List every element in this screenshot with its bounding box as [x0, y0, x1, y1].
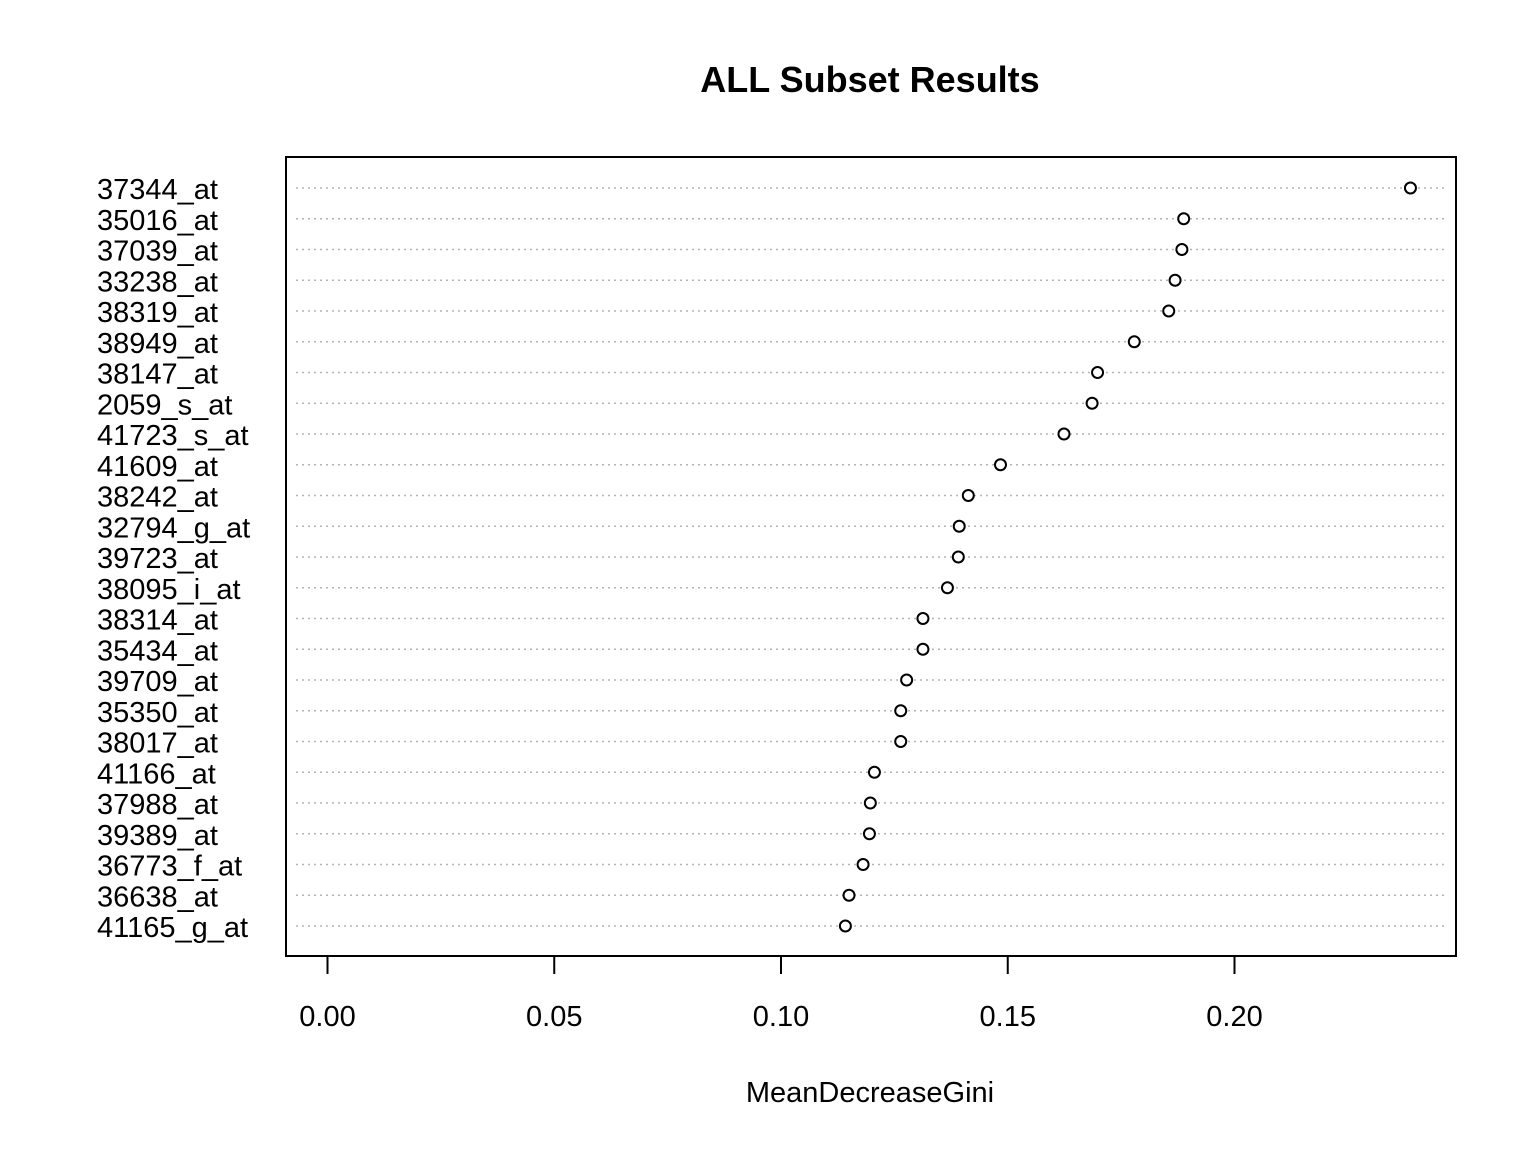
data-point: [894, 704, 908, 718]
category-label: 35350_at: [97, 697, 218, 729]
data-point: [940, 581, 954, 595]
data-point: [894, 735, 908, 748]
data-point: [1175, 243, 1189, 256]
data-point: [863, 796, 877, 810]
category-label: 37039_at: [97, 236, 218, 268]
x-tick-label: 0.15: [980, 1001, 1036, 1033]
category-label: 39709_at: [97, 666, 218, 698]
data-point: [1091, 366, 1105, 379]
category-label: 37344_at: [97, 174, 218, 206]
x-axis-label: MeanDecreaseGini: [746, 1077, 994, 1109]
x-tick-label: 0.20: [1206, 1001, 1262, 1033]
category-label: 36638_at: [97, 881, 218, 913]
category-label: 38314_at: [97, 605, 218, 637]
category-label: 38319_at: [97, 297, 218, 329]
x-tick-label: 0.00: [299, 1001, 355, 1033]
data-point: [952, 519, 966, 533]
data-point: [1403, 181, 1417, 195]
category-label: 39389_at: [97, 820, 218, 852]
category-label: 41723_s_at: [97, 420, 249, 452]
category-label: 41166_at: [97, 758, 216, 790]
category-label: 41609_at: [97, 451, 218, 483]
data-point: [842, 888, 856, 902]
data-point: [1168, 273, 1182, 287]
data-point: [1057, 427, 1071, 441]
grid-lines: [296, 187, 1446, 927]
category-label: 35016_at: [97, 205, 218, 237]
data-point: [838, 919, 852, 933]
category-label: 33238_at: [97, 266, 218, 298]
data-point: [1162, 304, 1176, 318]
category-labels: 37344_at35016_at37039_at33238_at38319_at…: [97, 174, 250, 944]
category-label: 41165_g_at: [97, 912, 248, 944]
data-points: [838, 181, 1417, 933]
x-axis: 0.00 0.05 0.10 0.15 0.20: [299, 955, 1263, 1033]
data-point: [961, 489, 975, 502]
data-point: [951, 550, 965, 564]
category-label: 2059_s_at: [97, 389, 232, 421]
category-label: 35434_at: [97, 635, 218, 667]
category-label: 38949_at: [97, 328, 218, 360]
category-label: 38147_at: [97, 359, 218, 391]
x-tick-label: 0.05: [526, 1001, 582, 1033]
x-tick-label: 0.10: [753, 1001, 809, 1033]
category-label: 39723_at: [97, 543, 218, 575]
data-point: [916, 642, 930, 656]
data-point: [1177, 212, 1191, 226]
data-point: [1127, 335, 1141, 349]
data-point: [867, 765, 881, 779]
category-label: 38095_i_at: [97, 574, 241, 606]
category-label: 38242_at: [97, 482, 218, 514]
category-label: 32794_g_at: [97, 512, 250, 544]
data-point: [1085, 396, 1099, 410]
chart-title: ALL Subset Results: [700, 59, 1039, 100]
data-point: [916, 612, 930, 625]
category-label: 37988_at: [97, 789, 218, 821]
data-point: [900, 673, 914, 687]
data-point: [993, 458, 1007, 472]
data-point: [862, 827, 876, 841]
category-label: 38017_at: [97, 728, 218, 760]
data-point: [856, 858, 870, 871]
category-label: 36773_f_at: [97, 851, 242, 883]
